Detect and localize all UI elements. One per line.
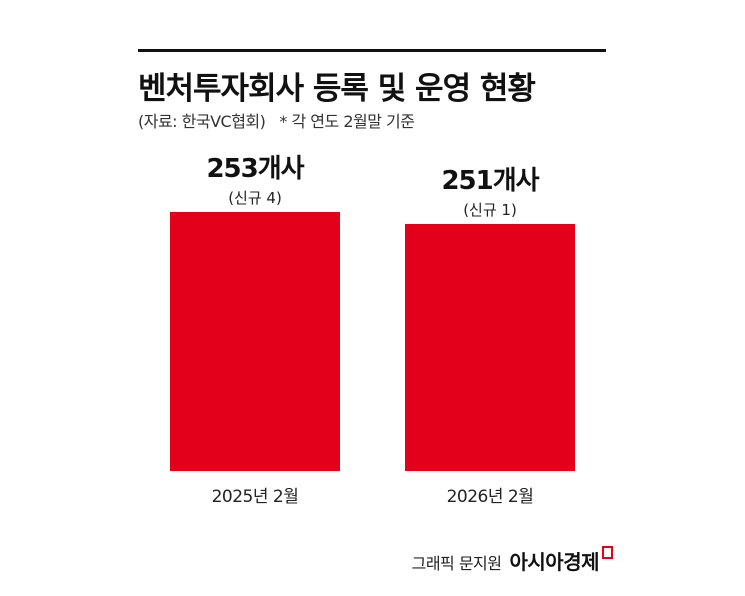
graphic-credit: 그래픽 문지원	[411, 554, 502, 573]
sub-label-1: (신규 4)	[228, 189, 282, 207]
credit-line: 그래픽 문지원 아시아경제	[412, 546, 613, 575]
bar-2	[405, 224, 575, 471]
brand-logo: 아시아경제	[509, 550, 600, 574]
source-label: (자료: 한국VC협회)	[138, 112, 266, 131]
bar-1	[170, 212, 340, 471]
sub-label-2: (신규 1)	[463, 201, 517, 219]
top-rule	[138, 49, 606, 52]
brand-mark-icon	[602, 546, 613, 559]
chart-subtitle: (자료: 한국VC협회) * 각 연도 2월말 기준	[138, 108, 415, 132]
footnote-label: * 각 연도 2월말 기준	[279, 112, 415, 131]
value-label-1: 253개사	[206, 154, 304, 184]
chart-title: 벤처투자회사 등록 및 운영 현황	[138, 71, 536, 107]
category-label-2: 2026년 2월	[447, 487, 534, 507]
category-label-1: 2025년 2월	[212, 487, 299, 507]
value-label-2: 251개사	[441, 166, 539, 196]
